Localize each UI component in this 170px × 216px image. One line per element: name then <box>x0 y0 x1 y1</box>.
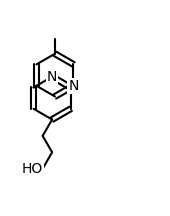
Text: N: N <box>68 79 79 93</box>
Text: HO: HO <box>21 162 43 176</box>
Text: N: N <box>47 70 57 84</box>
